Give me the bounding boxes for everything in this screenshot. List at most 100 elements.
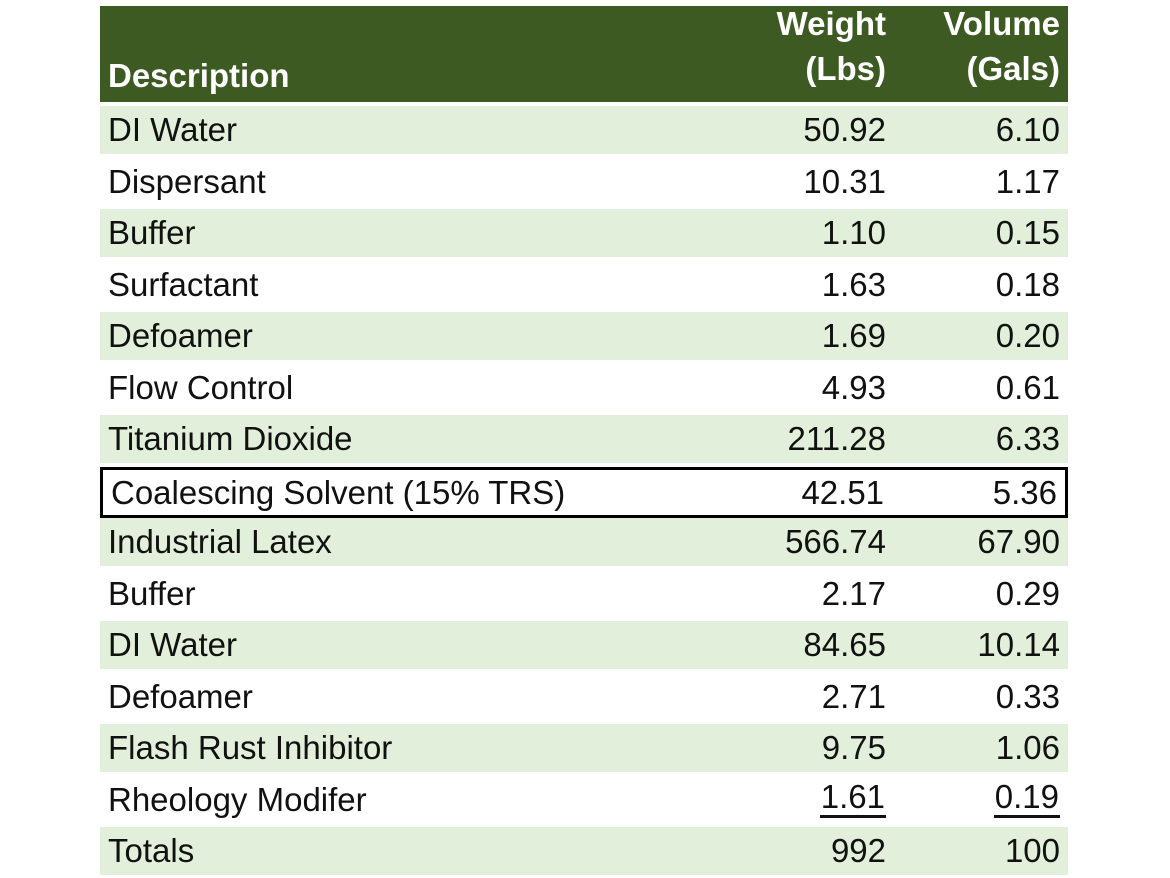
table-row: Flash Rust Inhibitor 9.75 1.06 bbox=[100, 724, 1068, 776]
cell-weight: 50.92 bbox=[658, 106, 894, 154]
cell-volume: 0.15 bbox=[894, 209, 1068, 257]
weight-value: 1.63 bbox=[821, 265, 886, 303]
cell-weight: 1.61 bbox=[658, 776, 894, 824]
cell-volume: 0.18 bbox=[894, 261, 1068, 309]
weight-value: 10.31 bbox=[803, 162, 886, 200]
table-row: Titanium Dioxide 211.28 6.33 bbox=[100, 415, 1068, 467]
weight-value: 566.74 bbox=[785, 523, 886, 561]
cell-description: Dispersant bbox=[108, 162, 266, 200]
weight-value: 211.28 bbox=[787, 420, 886, 458]
volume-value: 100 bbox=[1004, 832, 1060, 870]
column-header-volume: Volume (Gals) bbox=[894, 6, 1068, 102]
cell-description: Buffer bbox=[108, 574, 196, 612]
weight-value: 9.75 bbox=[821, 729, 886, 767]
cell-description: Defoamer bbox=[108, 677, 253, 715]
cell-description: Surfactant bbox=[108, 265, 259, 303]
cell-weight: 4.93 bbox=[658, 364, 894, 412]
cell-volume: 0.20 bbox=[894, 312, 1068, 360]
table-row-totals: Totals 992 100 bbox=[100, 827, 1068, 878]
table-row: DI Water 50.92 6.10 bbox=[100, 106, 1068, 158]
cell-description: Coalescing Solvent (15% TRS) bbox=[111, 473, 566, 511]
cell-description: Rheology Modifer bbox=[108, 780, 367, 818]
cell-weight: 566.74 bbox=[658, 518, 894, 566]
cell-volume: 5.36 bbox=[892, 470, 1065, 516]
volume-value: 0.61 bbox=[995, 368, 1060, 406]
volume-value: 5.36 bbox=[992, 473, 1057, 511]
volume-value: 6.33 bbox=[995, 420, 1060, 458]
cell-description: Titanium Dioxide bbox=[108, 420, 353, 458]
cell-weight: 42.51 bbox=[658, 470, 893, 516]
cell-description: Flash Rust Inhibitor bbox=[108, 729, 393, 767]
weight-value: 1.69 bbox=[821, 317, 886, 355]
cell-description: Defoamer bbox=[108, 317, 253, 355]
cell-volume: 0.61 bbox=[894, 364, 1068, 412]
column-header-weight-line2: (Lbs) bbox=[805, 50, 886, 88]
table-header-row: Description Weight (Lbs) Volume (Gals) bbox=[100, 6, 1068, 106]
column-header-description: Description bbox=[108, 57, 290, 94]
volume-value: 0.18 bbox=[995, 265, 1060, 303]
cell-weight: 1.69 bbox=[658, 312, 894, 360]
cell-description: DI Water bbox=[108, 111, 237, 149]
cell-volume: 10.14 bbox=[894, 621, 1068, 669]
table-row: Buffer 1.10 0.15 bbox=[100, 209, 1068, 261]
volume-value: 6.10 bbox=[995, 111, 1060, 149]
column-header-weight: Weight (Lbs) bbox=[658, 6, 894, 102]
table-row: Coalescing Solvent (15% TRS) 42.51 5.36 bbox=[100, 466, 1068, 518]
cell-weight: 84.65 bbox=[658, 621, 894, 669]
cell-description: Flow Control bbox=[108, 368, 294, 406]
table-row: Dispersant 10.31 1.17 bbox=[100, 157, 1068, 209]
weight-value: 1.61 bbox=[819, 780, 886, 819]
table-row: Defoamer 1.69 0.20 bbox=[100, 312, 1068, 364]
volume-value: 1.17 bbox=[995, 162, 1060, 200]
weight-value: 992 bbox=[830, 832, 886, 870]
cell-weight: 1.10 bbox=[658, 209, 894, 257]
cell-weight: 2.71 bbox=[658, 673, 894, 721]
table-row: Flow Control 4.93 0.61 bbox=[100, 363, 1068, 415]
weight-value: 2.17 bbox=[821, 574, 886, 612]
weight-value: 4.93 bbox=[821, 368, 886, 406]
cell-weight: 211.28 bbox=[658, 415, 894, 463]
cell-volume: 6.10 bbox=[894, 106, 1068, 154]
volume-value: 67.90 bbox=[977, 523, 1060, 561]
cell-volume: 0.29 bbox=[894, 570, 1068, 618]
table-body: DI Water 50.92 6.10 Dispersant 10.31 1.1… bbox=[100, 106, 1068, 878]
weight-value: 2.71 bbox=[821, 677, 886, 715]
cell-volume: 67.90 bbox=[894, 518, 1068, 566]
table-row: Buffer 2.17 0.29 bbox=[100, 569, 1068, 621]
cell-weight: 1.63 bbox=[658, 261, 894, 309]
volume-value: 0.29 bbox=[995, 574, 1060, 612]
cell-weight: 10.31 bbox=[658, 158, 894, 206]
cell-volume: 0.33 bbox=[894, 673, 1068, 721]
volume-value: 0.19 bbox=[993, 780, 1060, 819]
volume-value: 1.06 bbox=[995, 729, 1060, 767]
cell-volume: 6.33 bbox=[894, 415, 1068, 463]
column-header-volume-line1: Volume bbox=[943, 6, 1060, 42]
column-header-weight-line1: Weight bbox=[776, 6, 886, 42]
table-row: Rheology Modifer 1.61 0.19 bbox=[100, 775, 1068, 827]
cell-description: Industrial Latex bbox=[108, 523, 332, 561]
weight-value: 42.51 bbox=[801, 473, 885, 511]
cell-weight: 2.17 bbox=[658, 570, 894, 618]
cell-weight: 9.75 bbox=[658, 724, 894, 772]
table-row: Surfactant 1.63 0.18 bbox=[100, 260, 1068, 312]
table-row: DI Water 84.65 10.14 bbox=[100, 621, 1068, 673]
cell-volume: 1.06 bbox=[894, 724, 1068, 772]
cell-description: Totals bbox=[108, 832, 195, 870]
weight-value: 50.92 bbox=[803, 111, 886, 149]
cell-weight: 992 bbox=[658, 827, 894, 875]
cell-volume: 1.17 bbox=[894, 158, 1068, 206]
table-row: Defoamer 2.71 0.33 bbox=[100, 672, 1068, 724]
weight-value: 1.10 bbox=[821, 214, 886, 252]
formulation-table: Description Weight (Lbs) Volume (Gals) D… bbox=[100, 6, 1068, 878]
volume-value: 10.14 bbox=[977, 626, 1060, 664]
volume-value: 0.15 bbox=[995, 214, 1060, 252]
table-row: Industrial Latex 566.74 67.90 bbox=[100, 518, 1068, 570]
volume-value: 0.20 bbox=[995, 317, 1060, 355]
column-header-volume-line2: (Gals) bbox=[966, 50, 1060, 88]
volume-value: 0.33 bbox=[995, 677, 1060, 715]
cell-description: DI Water bbox=[108, 626, 237, 664]
cell-volume: 0.19 bbox=[894, 776, 1068, 824]
cell-description: Buffer bbox=[108, 214, 196, 252]
weight-value: 84.65 bbox=[803, 626, 886, 664]
